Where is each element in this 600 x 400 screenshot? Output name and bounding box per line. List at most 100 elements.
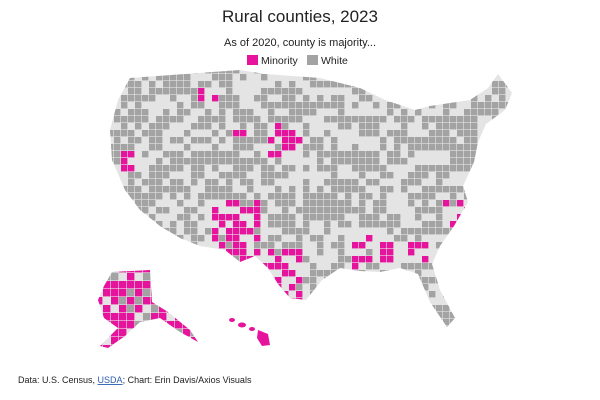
county — [191, 329, 198, 337]
county — [457, 305, 464, 312]
county — [324, 319, 331, 326]
county — [513, 137, 519, 143]
county — [98, 273, 103, 281]
county — [422, 228, 429, 235]
county — [296, 109, 303, 116]
county — [443, 144, 450, 151]
county — [471, 123, 478, 130]
county — [127, 353, 134, 360]
county — [143, 337, 151, 345]
county — [98, 270, 103, 273]
county — [149, 214, 156, 221]
county — [177, 116, 184, 123]
county — [387, 158, 394, 165]
county — [513, 221, 519, 227]
county — [128, 165, 135, 172]
county — [156, 74, 163, 81]
county — [111, 337, 119, 345]
source-link[interactable]: USDA — [98, 375, 123, 385]
county — [103, 273, 111, 281]
county — [471, 249, 478, 256]
county — [191, 284, 198, 291]
county — [387, 130, 394, 137]
county — [373, 214, 380, 221]
county — [464, 151, 471, 158]
county — [219, 312, 226, 319]
county — [457, 221, 464, 228]
county — [128, 249, 135, 256]
county — [100, 228, 106, 234]
county — [373, 312, 380, 319]
county — [275, 263, 282, 270]
county — [268, 319, 275, 326]
county — [119, 321, 127, 329]
county — [282, 263, 289, 270]
county — [247, 137, 254, 144]
county — [303, 102, 310, 109]
county — [401, 228, 408, 235]
county — [492, 263, 499, 270]
county — [175, 289, 183, 297]
county — [156, 123, 163, 130]
county — [170, 186, 177, 193]
county — [191, 95, 198, 102]
county — [151, 337, 159, 345]
county — [212, 305, 219, 312]
county — [436, 116, 443, 123]
county — [457, 263, 464, 270]
county — [191, 319, 198, 326]
county — [485, 291, 492, 298]
county — [303, 319, 310, 326]
county — [127, 297, 135, 305]
county — [478, 60, 484, 66]
county — [226, 228, 233, 235]
county — [436, 319, 443, 326]
county — [331, 242, 338, 249]
county — [121, 81, 128, 88]
county — [303, 144, 310, 151]
county — [457, 144, 464, 151]
county — [163, 228, 170, 235]
county — [111, 345, 119, 348]
county — [380, 88, 387, 95]
county — [219, 284, 226, 291]
county — [151, 281, 159, 289]
county — [317, 81, 324, 88]
county — [387, 109, 394, 116]
county — [110, 179, 114, 186]
county — [485, 284, 492, 291]
county — [513, 326, 519, 332]
county — [450, 144, 457, 151]
county — [261, 172, 268, 179]
county — [338, 123, 345, 130]
county — [142, 151, 149, 158]
county — [401, 95, 408, 102]
county — [110, 256, 114, 263]
county — [163, 263, 170, 270]
county — [111, 273, 119, 281]
county — [184, 228, 191, 235]
county — [142, 179, 149, 186]
county — [499, 263, 506, 270]
county — [429, 137, 436, 144]
legend-swatch — [307, 55, 318, 65]
county — [401, 70, 408, 74]
county — [240, 165, 247, 172]
county — [98, 329, 103, 337]
county — [373, 179, 380, 186]
county — [111, 353, 118, 360]
county — [317, 312, 324, 319]
county — [506, 235, 512, 242]
county — [199, 305, 206, 312]
county — [317, 95, 324, 102]
county — [233, 242, 240, 249]
county — [471, 186, 478, 193]
county — [324, 193, 331, 200]
county — [149, 186, 156, 193]
county — [170, 249, 177, 256]
county — [422, 95, 429, 102]
county — [170, 221, 177, 228]
hawaii — [229, 318, 270, 346]
county — [457, 291, 464, 298]
county — [387, 88, 394, 95]
